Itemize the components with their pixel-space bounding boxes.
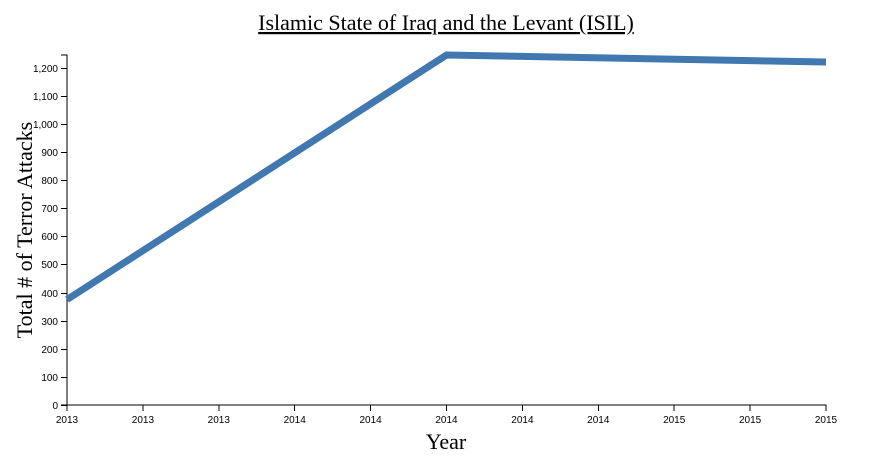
y-axis-label: Total # of Terror Attacks — [12, 122, 37, 338]
x-tick-label: 2015 — [815, 415, 838, 426]
series-line — [65, 51, 827, 303]
x-axis-label: Year — [426, 429, 467, 454]
y-tick-label: 400 — [41, 289, 58, 300]
y-tick-label: 900 — [41, 148, 58, 159]
x-tick-label: 2014 — [359, 415, 382, 426]
chart-title: Islamic State of Iraq and the Levant (IS… — [258, 10, 634, 35]
series-layer — [65, 51, 827, 303]
y-tick-label: 1,200 — [33, 64, 58, 75]
x-tick-label: 2015 — [739, 415, 762, 426]
y-axis-line — [61, 54, 68, 406]
x-axis: 2013 2013 2013 2014 2014 2014 2014 2014 2015 2015… — [56, 404, 838, 426]
y-axis: 0 100 200 300 400 500 600 700 800 900 1,000 1,100 1,… — [33, 54, 68, 412]
x-tick-label: 2014 — [511, 415, 534, 426]
y-tick-label: 800 — [41, 176, 58, 187]
y-tick-label: 100 — [41, 373, 58, 384]
x-tick-label: 2014 — [587, 415, 610, 426]
y-tick-label: 1,100 — [33, 92, 58, 103]
x-tick-label: 2013 — [56, 415, 79, 426]
x-tick-label: 2014 — [284, 415, 307, 426]
x-tick-label: 2013 — [132, 415, 155, 426]
x-tick-label: 2014 — [435, 415, 458, 426]
y-tick-label: 300 — [41, 317, 58, 328]
x-tick-label: 2013 — [208, 415, 231, 426]
y-tick-label: 1,000 — [33, 120, 58, 131]
y-tick-label: 700 — [41, 204, 58, 215]
y-tick-label: 0 — [52, 401, 58, 412]
y-tick-label: 200 — [41, 345, 58, 356]
x-tick-label: 2015 — [663, 415, 686, 426]
y-tick-label: 500 — [41, 260, 58, 271]
y-tick-label: 600 — [41, 232, 58, 243]
